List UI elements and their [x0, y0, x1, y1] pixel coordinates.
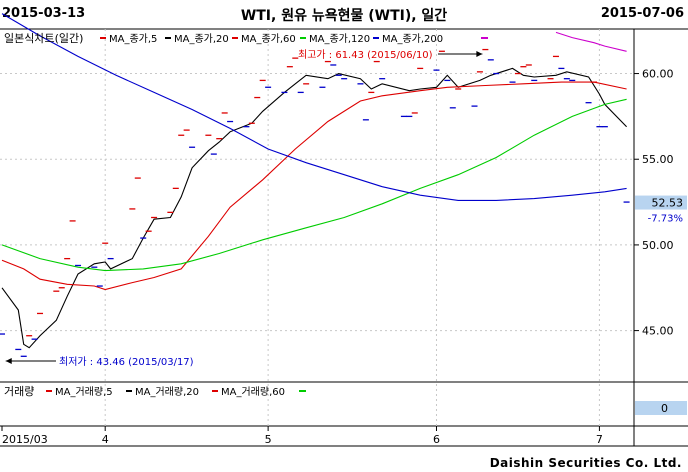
end-date: 2015-07-06 [600, 6, 684, 21]
legend-main-label: 일본식차트(일간) [4, 31, 83, 45]
volume-badge [635, 401, 687, 415]
series-line-ma20 [1, 81, 627, 291]
legend-ma120-label: MA_종가,120 [309, 33, 370, 45]
volume-legend-ma20-label: MA_거래량,20 [135, 386, 199, 398]
volume-legend-ma60-label: MA_거래량,60 [221, 386, 285, 398]
x-tick-label: 7 [596, 433, 603, 446]
x-tick-label: 4 [102, 433, 109, 446]
series-line-ma200 [555, 31, 627, 52]
last-price-change: -7.73% [648, 214, 683, 225]
x-tick-label: 5 [265, 433, 272, 446]
volume-legend-label: 거래량 [4, 385, 34, 398]
high-annotation-arrowhead [476, 51, 483, 57]
high-annotation: 최고가 : 61.43 (2015/06/10) [298, 49, 433, 61]
footer-credit: Daishin Securities Co. Ltd. [489, 456, 682, 470]
legend-ma20-label: MA_종가,20 [174, 33, 229, 45]
start-date: 2015-03-13 [2, 6, 86, 21]
volume-legend-ma5-label: MA_거래량,5 [55, 386, 113, 398]
x-tick-label: 2015/03 [2, 433, 48, 446]
x-tick-label: 6 [433, 433, 440, 446]
low-annotation-arrowhead [5, 358, 12, 364]
y-tick-label: 50.00 [642, 239, 674, 252]
legend-ma60-label: MA_종가,60 [241, 33, 296, 45]
y-tick-label: 60.00 [642, 68, 674, 81]
y-tick-label: 45.00 [642, 325, 674, 338]
volume-badge-value: 0 [661, 402, 668, 415]
legend-ma200-label: MA_종가,200 [382, 33, 443, 45]
chart-header: 2015-03-13 WTI, 원유 뉴욕현물 (WTI), 일간 2015-0… [0, 0, 688, 28]
last-price-value: 52.53 [652, 197, 684, 210]
legend-ma5-label: MA_종가,5 [109, 33, 157, 45]
last-price-badge [635, 195, 687, 210]
series-line-ma60 [1, 98, 627, 272]
series-line-ma5 [1, 67, 627, 349]
low-annotation: 최저가 : 43.46 (2015/03/17) [59, 356, 194, 368]
chart-title: WTI, 원유 뉴욕현물 (WTI), 일간 [240, 8, 448, 24]
series-line-ma120 [1, 13, 627, 201]
y-tick-label: 55.00 [642, 153, 674, 166]
